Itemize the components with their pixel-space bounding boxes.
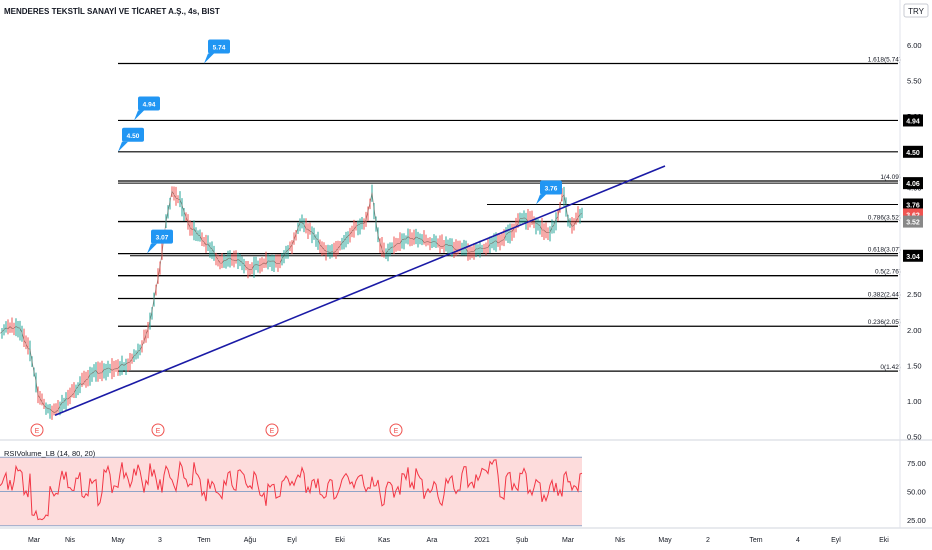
time-axis-label: Eki	[335, 537, 345, 544]
time-axis-label: Nis	[65, 537, 76, 544]
price-callout[interactable]: 4.50	[118, 127, 144, 152]
callout-pointer	[147, 243, 157, 254]
callout-label: 4.50	[127, 133, 140, 140]
price-badge-label: 3.52	[906, 220, 920, 227]
time-axis-label: Tem	[197, 537, 210, 544]
price-tick-label: 0.50	[907, 433, 922, 442]
callout-label: 4.94	[143, 101, 156, 108]
time-axis-label: Eki	[879, 537, 889, 544]
currency-button[interactable]: TRY	[903, 3, 929, 18]
symbol-title: MENDERES TEKSTİL SANAYİ VE TİCARET A.Ş.,…	[4, 7, 220, 16]
fib-level-label: 1(4.09)	[880, 174, 901, 181]
earnings-icon	[30, 423, 44, 437]
callout-box	[208, 39, 230, 54]
time-axis-label: Kas	[378, 537, 391, 544]
price-tick-label: 1.50	[907, 361, 922, 370]
price-callout[interactable]: 3.07	[147, 229, 173, 254]
callout-label: 3.07	[156, 235, 169, 242]
time-axis-label: Tem	[749, 537, 762, 544]
time-axis-label: Mar	[562, 537, 575, 544]
price-axis-badge	[903, 198, 923, 211]
fib-level-label: 0.5(2.76)	[875, 269, 901, 276]
earnings-marker-label: E	[270, 428, 275, 435]
time-axis-label: Şub	[516, 537, 529, 544]
earnings-marker[interactable]: E	[265, 423, 279, 437]
price-badge-label: 4.50	[906, 150, 920, 157]
fib-level-label: 0.786(3.52)	[868, 215, 901, 222]
callout-pointer	[536, 194, 546, 205]
earnings-icon	[265, 423, 279, 437]
price-badge-label: 3.76	[906, 202, 920, 209]
price-badge-label: 4.06	[906, 181, 920, 188]
price-axis-badge	[903, 145, 923, 158]
price-callout[interactable]: 4.94	[134, 96, 160, 121]
price-axis-badge	[903, 215, 923, 228]
time-axis-label: Ağu	[244, 537, 257, 544]
time-axis-label: 4	[796, 537, 800, 544]
trendline[interactable]	[54, 165, 666, 416]
time-axis-label: Eyl	[287, 537, 297, 544]
earnings-marker[interactable]: E	[30, 423, 44, 437]
earnings-marker-label: E	[394, 428, 399, 435]
callout-label: 3.76	[545, 185, 558, 192]
fib-level-label: 0.618(3.07)	[868, 247, 901, 254]
earnings-icon	[151, 423, 165, 437]
price-axis-badge	[903, 114, 923, 127]
fib-level-label: 0.236(2.05)	[868, 319, 901, 326]
earnings-marker-label: E	[156, 428, 161, 435]
currency-label: TRY	[908, 7, 925, 16]
callout-label: 5.74	[213, 45, 226, 52]
time-axis-label: Mar	[28, 537, 41, 544]
price-tick-label: 2.50	[907, 290, 922, 299]
price-series-line	[0, 190, 583, 413]
callout-box	[138, 96, 160, 111]
rsi-tick-label: 25.00	[907, 516, 926, 525]
time-axis-label: May	[111, 537, 125, 544]
time-axis-label: Nis	[615, 537, 626, 544]
time-axis-label: Eyl	[831, 537, 841, 544]
time-axis-label: May	[658, 537, 672, 544]
price-badge-label: 4.94	[906, 118, 920, 125]
fib-level-label: 0(1.42)	[880, 364, 901, 371]
price-tick-label: 2.00	[907, 326, 922, 335]
callout-box	[151, 229, 173, 244]
callout-pointer	[204, 53, 214, 64]
earnings-marker[interactable]: E	[389, 423, 403, 437]
rsi-series-line	[0, 459, 583, 521]
price-badge-label: 3.04	[906, 254, 920, 261]
price-tick-label: 1.00	[907, 397, 922, 406]
callout-box	[540, 180, 562, 195]
price-tick-label: 5.50	[907, 77, 922, 86]
callout-pointer	[118, 141, 128, 152]
rsi-tick-label: 50.00	[907, 488, 926, 497]
callout-box	[122, 127, 144, 142]
price-axis-badge	[903, 249, 923, 262]
price-callout[interactable]: 3.76	[536, 180, 562, 205]
price-callout[interactable]: 5.74	[204, 39, 230, 64]
fib-level-label: 0.382(2.44)	[868, 291, 901, 298]
price-axis-badge	[903, 177, 923, 190]
earnings-marker[interactable]: E	[151, 423, 165, 437]
rsi-tick-label: 75.00	[907, 459, 926, 468]
callout-pointer	[134, 110, 144, 121]
time-axis-label: Ara	[427, 537, 438, 544]
price-tick-label: 6.00	[907, 41, 922, 50]
fib-level-label: 1.618(5.74)	[868, 57, 901, 64]
rsi-indicator-label: RSIVolume_LB (14, 80, 20)	[4, 449, 96, 458]
time-axis-label: 2021	[474, 537, 490, 544]
earnings-marker-label: E	[35, 428, 40, 435]
time-axis-label: 2	[706, 537, 710, 544]
earnings-icon	[389, 423, 403, 437]
time-axis-label: 3	[158, 537, 162, 544]
